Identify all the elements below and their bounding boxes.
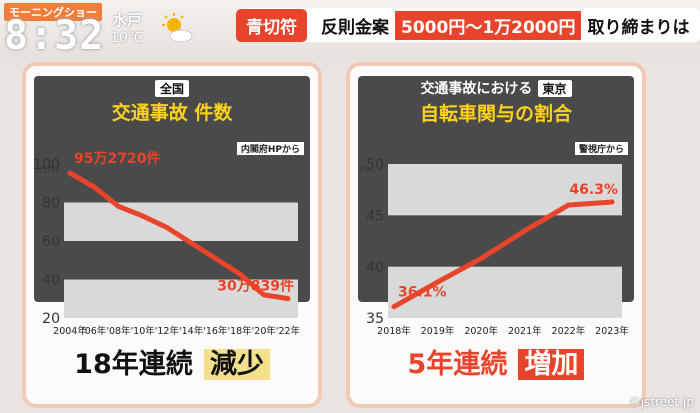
right-x-tick-label: 2022年 — [552, 325, 586, 337]
ticker-amount: 5000円〜1万2000円 — [395, 10, 582, 40]
left-x-tick-label: '06年 — [82, 325, 107, 337]
right-chart-title-top: 交通事故における — [420, 81, 533, 97]
ticker-tail: 取り締まりは — [587, 17, 690, 38]
left-x-tick-label: '12年 — [155, 325, 180, 337]
left-x-tick-label: '18年 — [227, 325, 252, 337]
right-y-tick-label: 50 — [366, 157, 384, 173]
left-y-tick-label: 60 — [42, 234, 60, 250]
left-chart-header: 全国 交通事故 件数 — [34, 78, 310, 125]
left-caption-text: 18年連続 — [74, 349, 193, 380]
left-data-label: 30万839件 — [217, 278, 294, 295]
weather-temperature: 10℃ — [110, 30, 144, 46]
right-x-tick-label: 2021年 — [508, 325, 542, 337]
clock: 8:32 — [4, 13, 105, 59]
left-data-point — [188, 240, 194, 246]
right-data-point — [609, 199, 615, 205]
left-chart-board: 全国 交通事故 件数 内閣府HPから 20 40 60 80 100 (万件) 2004年 '… — [22, 62, 322, 408]
left-y-tick-label: 100 — [33, 157, 60, 173]
left-series-line — [67, 170, 291, 302]
right-series-line — [391, 199, 615, 310]
left-data-point — [261, 292, 267, 298]
left-y-tick-label: 40 — [42, 273, 60, 289]
right-line-chart: 35 40 45 50(%) 2018年 2019年 2020年 2021年 2022年 2023… — [360, 157, 629, 337]
left-x-tick-label: '14年 — [179, 325, 204, 337]
left-data-point — [164, 225, 170, 231]
left-x-tick-label: '22年 — [276, 325, 301, 337]
right-chart-source: 警視庁から — [574, 142, 628, 155]
watermark: ©jstreet.jp — [628, 395, 694, 409]
right-chart-title: 自転車関与の割合 — [419, 103, 572, 125]
left-y-tick-label: 20 — [42, 311, 60, 327]
ticker-text: 反則金案 — [321, 17, 389, 38]
right-chart-caption: 5年連続 増加 — [350, 342, 642, 381]
right-grid-band — [388, 266, 622, 318]
right-chart-board: 交通事故における 東京 自転車関与の割合 警視庁から 35 40 45 50 (%) 20… — [346, 62, 646, 408]
left-grid-band — [64, 279, 298, 318]
right-y-unit-label: (%) — [360, 165, 374, 174]
left-data-point — [67, 170, 73, 176]
right-grid-band — [388, 164, 622, 216]
left-line-chart: 20 40 60 80 100(万件) 2004年'06年 '08年 '10年 '12年 '14年… — [33, 150, 301, 337]
broadcast-bar: モーニングショー 8:32 水戸 10℃ 青切符 反則金案 5000円〜1万20… — [0, 0, 700, 60]
left-x-tick-label: 2004年 — [53, 325, 87, 337]
right-data-point — [478, 255, 484, 261]
right-x-tick-label: 2020年 — [464, 325, 498, 337]
right-data-point — [435, 279, 441, 285]
right-chart-header: 交通事故における 東京 自転車関与の割合 — [358, 78, 634, 126]
right-data-point — [565, 202, 571, 208]
left-data-point — [237, 271, 243, 277]
right-y-tick-label: 40 — [366, 260, 384, 276]
left-data-point — [212, 255, 218, 261]
left-x-tick-label: '20年 — [252, 325, 277, 337]
ticker-label: 青切符 — [236, 8, 307, 42]
show-name: モーニングショー — [4, 3, 102, 21]
sun-cloud-icon — [162, 13, 193, 43]
left-x-tick-label: '16年 — [203, 325, 228, 337]
left-chart-caption: 18年連続 減少 — [26, 342, 318, 381]
right-data-point — [391, 304, 397, 310]
left-data-point — [285, 296, 291, 302]
right-x-tick-label: 2023年 — [595, 325, 629, 337]
weather-city: 水戸 — [112, 11, 143, 29]
left-x-tick-label: '10年 — [131, 325, 156, 337]
right-chart-badge: 東京 — [537, 80, 572, 97]
right-data-label: 36.1% — [398, 285, 447, 301]
right-y-tick-label: 35 — [366, 311, 384, 327]
right-data-point — [522, 228, 528, 234]
left-caption-highlight: 減少 — [203, 349, 270, 380]
left-chart-title: 交通事故 件数 — [111, 102, 233, 124]
news-ticker: 青切符 反則金案 5000円〜1万2000円 取り締まりは — [236, 8, 700, 42]
right-x-tick-label: 2018年 — [377, 325, 411, 337]
left-chart-panel: 全国 交通事故 件数 内閣府HPから — [34, 76, 310, 302]
left-data-point — [115, 203, 121, 209]
left-chart-badge: 全国 — [154, 80, 189, 97]
left-y-tick-label: 80 — [42, 196, 60, 212]
left-y-unit-label: (万件) — [36, 164, 58, 174]
right-data-label: 46.3% — [569, 182, 618, 198]
left-data-label: 95万2720件 — [74, 150, 160, 167]
right-caption-highlight: 増加 — [518, 349, 585, 380]
right-y-tick-label: 45 — [366, 208, 384, 224]
left-data-point — [91, 184, 97, 190]
right-caption-text: 5年連続 — [407, 349, 508, 380]
right-x-tick-label: 2019年 — [421, 325, 455, 337]
left-data-point — [140, 213, 146, 219]
left-x-tick-label: '08年 — [106, 325, 131, 337]
left-chart-source: 内閣府HPから — [236, 142, 304, 155]
